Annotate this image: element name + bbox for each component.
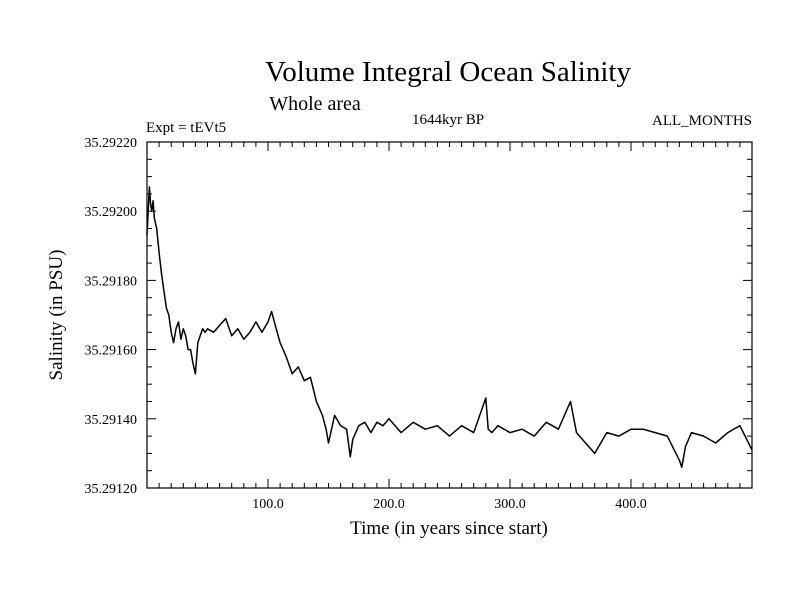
y-axis-label: Salinity (in PSU) bbox=[46, 250, 67, 381]
chart-subtitle: Whole area bbox=[269, 93, 361, 115]
x-tick-label: 300.0 bbox=[494, 497, 526, 512]
months-label: ALL_MONTHS bbox=[652, 113, 752, 129]
y-tick-label: 35.29200 bbox=[85, 205, 138, 220]
y-tick-label: 35.29160 bbox=[85, 344, 138, 359]
period-label: 1644kyr BP bbox=[412, 112, 484, 128]
series-layer bbox=[146, 186, 753, 468]
axis-ticks bbox=[147, 142, 752, 488]
y-tick-label: 35.29180 bbox=[85, 274, 138, 289]
experiment-label: Expt = tEVt5 bbox=[146, 120, 226, 136]
y-tick-label: 35.29220 bbox=[85, 136, 138, 151]
x-tick-label: 200.0 bbox=[373, 497, 405, 512]
x-axis-label: Time (in years since start) bbox=[350, 518, 548, 539]
x-tick-label: 100.0 bbox=[252, 497, 284, 512]
tick-labels: 100.0 200.0 300.0 400.0 35.29120 35.29140 35.2… bbox=[85, 136, 647, 512]
x-tick-label: 400.0 bbox=[615, 497, 647, 512]
chart-title: Volume Integral Ocean Salinity bbox=[265, 56, 631, 88]
series-line bbox=[146, 186, 753, 468]
y-tick-label: 35.29120 bbox=[85, 482, 138, 497]
y-tick-label: 35.29140 bbox=[85, 413, 138, 428]
